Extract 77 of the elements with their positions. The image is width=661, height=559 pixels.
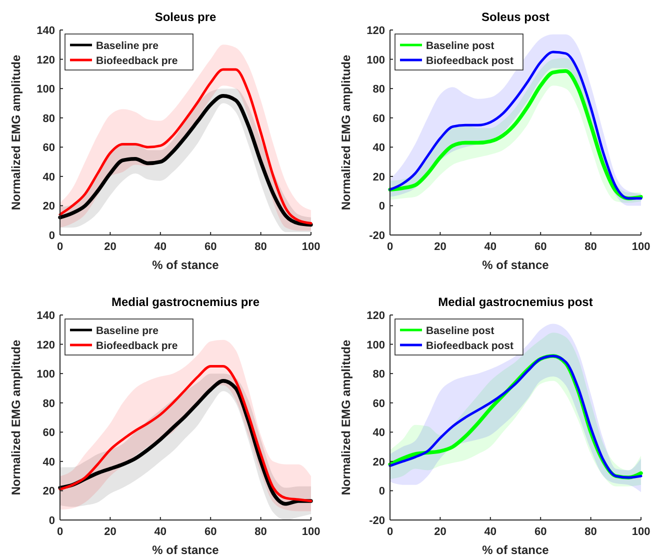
x-axis-title: % of stance: [152, 258, 220, 272]
x-tick-label: 60: [534, 526, 547, 538]
x-tick-label: 60: [204, 241, 217, 253]
y-tick-label: 80: [42, 398, 55, 410]
x-tick-label: 0: [386, 526, 394, 538]
y-tick-label: 60: [42, 142, 55, 154]
chart-title: Medial gastrocnemius post: [438, 295, 593, 309]
y-axis-title: Normalized EMG amplitude: [339, 54, 353, 210]
y-tick-label: 20: [42, 486, 55, 498]
x-tick-label: 40: [484, 241, 497, 253]
y-axis-title: Normalized EMG amplitude: [9, 340, 23, 496]
y-tick-label: 100: [36, 368, 55, 381]
legend-label: Biofeedback post: [426, 340, 514, 352]
x-axis-title: % of stance: [152, 543, 220, 557]
y-tick-label: -20: [369, 230, 385, 242]
legend-label: Biofeedback pre: [96, 340, 178, 352]
x-tick-label: 40: [484, 526, 497, 538]
x-tick-label: 20: [434, 526, 446, 538]
y-tick-label: 0: [48, 515, 55, 527]
y-tick-label: 80: [372, 368, 385, 381]
y-tick-label: -20: [369, 515, 385, 527]
y-tick-label: 60: [42, 427, 55, 440]
x-tick-label: 0: [56, 241, 64, 253]
legend-label: Baseline pre: [96, 325, 159, 337]
line-series: [58, 68, 312, 225]
x-tick-label: 80: [254, 526, 267, 538]
x-tick-label: 80: [584, 526, 597, 538]
y-tick-label: 80: [42, 112, 55, 125]
y-tick-label: 0: [378, 486, 385, 498]
x-tick-label: 100: [302, 241, 320, 253]
y-tick-label: 120: [36, 339, 55, 352]
y-tick-label: 20: [372, 456, 385, 468]
y-axis-title: Normalized EMG amplitude: [9, 54, 23, 210]
x-tick-label: 20: [434, 241, 446, 253]
y-tick-label: 120: [366, 25, 385, 37]
x-tick-label: 100: [632, 526, 650, 538]
x-tick-label: 0: [386, 241, 394, 253]
x-tick-label: 80: [584, 241, 597, 253]
y-tick-label: 0: [48, 230, 55, 242]
legend-label: Biofeedback pre: [96, 55, 178, 67]
chart-title: Medial gastrocnemius pre: [111, 295, 260, 309]
y-tick-label: 100: [366, 339, 385, 352]
y-tick-label: 140: [36, 25, 55, 37]
x-tick-label: 40: [154, 526, 167, 538]
y-tick-label: 100: [36, 84, 55, 96]
y-tick-label: 40: [372, 142, 385, 154]
x-tick-label: 20: [104, 526, 116, 538]
x-tick-label: 100: [302, 526, 320, 538]
legend-label: Baseline pre: [96, 40, 159, 52]
y-tick-label: 60: [372, 112, 385, 125]
x-axis-title: % of stance: [482, 543, 550, 557]
x-tick-label: 80: [254, 241, 267, 253]
x-axis-title: % of stance: [482, 258, 550, 272]
y-tick-label: 100: [366, 54, 385, 66]
y-tick-label: 140: [36, 310, 55, 322]
y-tick-label: 80: [372, 84, 385, 96]
y-tick-label: 120: [36, 54, 55, 66]
x-tick-label: 20: [104, 241, 116, 253]
x-tick-label: 60: [204, 526, 217, 538]
chart-title: Soleus pre: [154, 10, 216, 24]
legend-label: Baseline post: [426, 40, 495, 52]
y-axis-title: Normalized EMG amplitude: [339, 340, 353, 496]
y-tick-label: 60: [372, 398, 385, 410]
x-tick-label: 100: [632, 241, 650, 253]
legend-label: Baseline post: [426, 325, 495, 337]
x-tick-label: 60: [534, 241, 547, 253]
legend-label: Biofeedback post: [426, 55, 514, 67]
y-tick-label: 0: [378, 200, 385, 213]
y-tick-label: 40: [42, 456, 55, 468]
y-tick-label: 20: [42, 200, 55, 213]
y-tick-label: 40: [42, 171, 55, 184]
chart-title: Soleus post: [481, 10, 550, 24]
y-tick-label: 120: [366, 310, 385, 322]
y-tick-label: 40: [372, 427, 385, 440]
x-tick-label: 0: [56, 526, 64, 538]
x-tick-label: 40: [154, 241, 167, 253]
y-tick-label: 20: [372, 171, 385, 184]
